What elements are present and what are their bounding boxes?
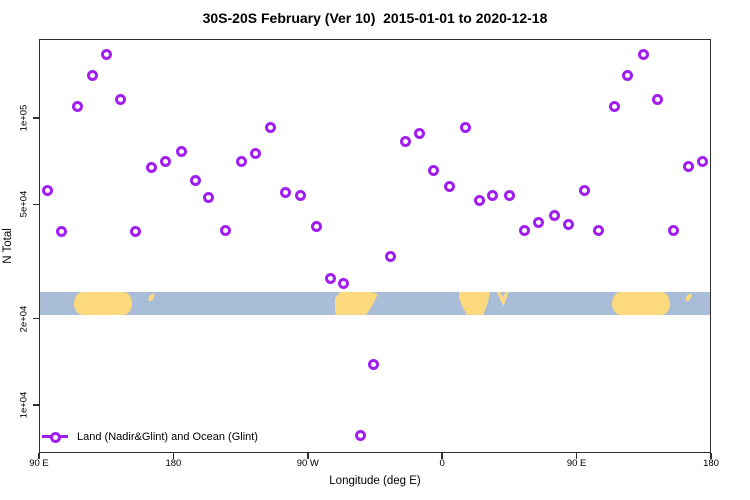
- data-point: [175, 145, 187, 157]
- land-shape-south-america: [334, 291, 378, 315]
- data-point: [622, 69, 634, 81]
- land-shape-africa: [458, 291, 490, 315]
- data-point: [235, 155, 247, 167]
- data-point: [130, 226, 142, 238]
- data-point: [41, 184, 53, 196]
- x-tick-label: 90 E: [566, 458, 587, 469]
- x-tick-label: 180: [165, 458, 182, 469]
- data-point: [264, 121, 276, 133]
- data-point: [414, 128, 426, 140]
- data-point: [325, 272, 337, 284]
- x-tick-label: 90 E: [29, 458, 49, 469]
- land-shape-australia: [74, 291, 133, 315]
- land-shape-madagascar: [496, 291, 509, 307]
- data-point: [652, 94, 664, 105]
- data-point: [428, 165, 440, 177]
- plot-area: [39, 39, 711, 453]
- data-point: [503, 190, 515, 202]
- chart-title: 30S-20S February (Ver 10) 2015-01-01 to …: [202, 10, 548, 26]
- data-point: [56, 226, 68, 238]
- data-point: [190, 174, 202, 186]
- data-point: [368, 359, 380, 371]
- data-point: [86, 69, 98, 81]
- data-point: [101, 48, 113, 60]
- data-point: [399, 136, 411, 148]
- x-tick: [172, 453, 175, 459]
- y-tick: [33, 117, 39, 119]
- data-point: [549, 210, 561, 222]
- latitude-map-band: [39, 291, 711, 315]
- y-tick: [33, 317, 39, 320]
- data-point: [220, 225, 232, 237]
- x-tick-label: 180: [703, 458, 719, 469]
- data-point: [115, 94, 127, 105]
- legend-label: Land (Nadir&Glint) and Ocean (Glint): [77, 430, 258, 443]
- x-tick-label: 90 W: [296, 458, 319, 469]
- data-point: [443, 181, 455, 193]
- data-point: [310, 220, 322, 232]
- land-shape-australia-repeat: [611, 291, 670, 315]
- data-point: [473, 195, 485, 207]
- x-axis-label: Longitude (deg E): [329, 475, 421, 487]
- data-point: [459, 122, 471, 134]
- data-point: [145, 162, 157, 174]
- x-tick-label: 0: [439, 458, 445, 469]
- data-point: [385, 251, 397, 263]
- data-point: [250, 147, 262, 159]
- data-point: [203, 192, 215, 204]
- data-point: [682, 161, 694, 173]
- data-point: [608, 100, 620, 112]
- data-point: [354, 430, 366, 442]
- y-tick: [33, 404, 39, 406]
- data-point: [562, 218, 574, 230]
- data-point: [592, 225, 604, 237]
- x-tick: [441, 453, 443, 459]
- data-point: [294, 190, 306, 202]
- data-point: [667, 225, 679, 237]
- data-point: [518, 224, 530, 236]
- data-point: [159, 156, 171, 168]
- x-tick: [710, 453, 712, 459]
- x-tick: [307, 453, 309, 459]
- data-point: [338, 277, 350, 289]
- data-point: [280, 186, 292, 198]
- data-point: [578, 184, 590, 196]
- x-tick: [38, 453, 40, 459]
- y-tick: [33, 203, 39, 206]
- data-point: [487, 189, 499, 201]
- legend-marker-icon: [49, 431, 61, 443]
- data-point: [696, 155, 708, 167]
- data-point: [72, 100, 84, 112]
- y-axis-label: N Total: [2, 228, 14, 264]
- data-point: [637, 48, 649, 60]
- x-tick: [575, 453, 578, 459]
- data-point: [532, 217, 544, 229]
